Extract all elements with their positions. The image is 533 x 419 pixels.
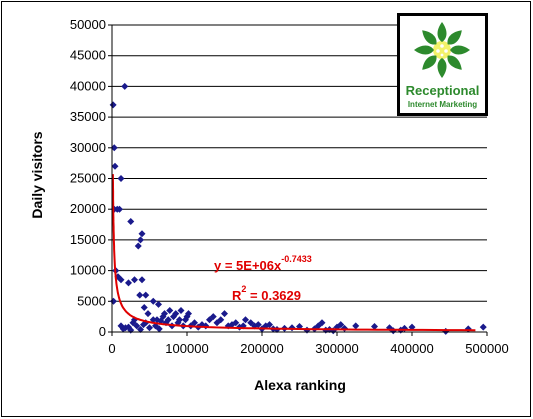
data-point	[155, 300, 162, 308]
trend-equation: y = 5E+06x-0.7433	[214, 254, 312, 273]
x-tick-labels: 0 100000 200000 300000 400000 500000	[108, 332, 509, 356]
logo-wordmark: Receptional	[405, 83, 480, 98]
data-point	[117, 175, 125, 182]
data-point	[185, 310, 192, 318]
data-point	[155, 325, 163, 333]
y-tick-label: 15000	[70, 232, 106, 247]
y-tick-label: 30000	[70, 140, 106, 155]
data-point	[127, 217, 135, 225]
data-point	[352, 322, 360, 330]
data-point	[133, 322, 141, 330]
axes	[111, 25, 487, 333]
data-point	[142, 291, 150, 299]
data-point	[232, 319, 240, 327]
y-tick-label: 45000	[70, 48, 106, 63]
x-tick-label: 100000	[165, 341, 208, 356]
data-point	[337, 321, 345, 329]
data-point	[140, 303, 148, 311]
x-tick-label: 0	[108, 341, 115, 356]
receptional-logo-icon	[414, 22, 470, 78]
data-point	[138, 276, 146, 284]
data-point	[144, 310, 152, 318]
data-point	[191, 319, 198, 327]
x-tick-label: 300000	[315, 341, 358, 356]
y-tick-label: 50000	[70, 17, 106, 32]
data-point	[166, 307, 174, 315]
data-point	[125, 279, 132, 287]
data-point	[134, 242, 142, 250]
data-point	[318, 319, 326, 327]
r-squared-label: R2 = 0.3629	[232, 284, 301, 303]
x-tick-label: 200000	[240, 341, 283, 356]
gridlines	[112, 24, 487, 302]
data-point	[121, 82, 129, 90]
data-point	[117, 276, 125, 284]
data-point	[177, 307, 185, 315]
data-point	[217, 316, 225, 324]
data-point	[116, 205, 123, 213]
x-tick-label: 400000	[390, 341, 433, 356]
data-point	[138, 230, 146, 238]
data-point	[408, 323, 416, 331]
y-tick-label: 10000	[70, 263, 106, 278]
data-point	[109, 101, 117, 109]
data-point	[149, 316, 157, 324]
x-tick-label: 500000	[465, 341, 508, 356]
y-axis-title: Daily visitors	[29, 131, 45, 218]
y-tick-label: 0	[99, 324, 106, 339]
y-tick-labels: 0 5000 10000 15000 20000 25000 30000 35000 40000…	[70, 17, 112, 339]
y-tick-label: 25000	[70, 171, 106, 186]
data-point	[137, 236, 144, 244]
data-point	[161, 310, 168, 318]
company-logo: Receptional Internet Marketing	[397, 13, 488, 116]
data-point	[131, 276, 138, 284]
y-tick-label: 35000	[70, 109, 106, 124]
data-point	[221, 310, 228, 318]
data-point	[209, 313, 217, 321]
data-point	[176, 316, 183, 324]
data-point	[164, 316, 172, 324]
data-point	[479, 323, 487, 331]
x-axis-title: Alexa ranking	[254, 377, 346, 393]
data-point	[137, 326, 144, 334]
data-point	[149, 297, 157, 305]
data-point	[371, 322, 378, 330]
power-trendline	[111, 174, 476, 332]
data-point	[266, 321, 273, 329]
data-point	[146, 324, 153, 332]
data-point	[254, 321, 262, 329]
logo-tagline: Internet Marketing	[407, 100, 478, 109]
y-tick-label: 5000	[77, 293, 106, 308]
data-point	[111, 162, 119, 170]
data-point	[172, 310, 180, 318]
data-point	[242, 316, 249, 324]
data-point	[136, 291, 144, 299]
y-tick-label: 40000	[70, 78, 106, 93]
y-tick-label: 20000	[70, 201, 106, 216]
